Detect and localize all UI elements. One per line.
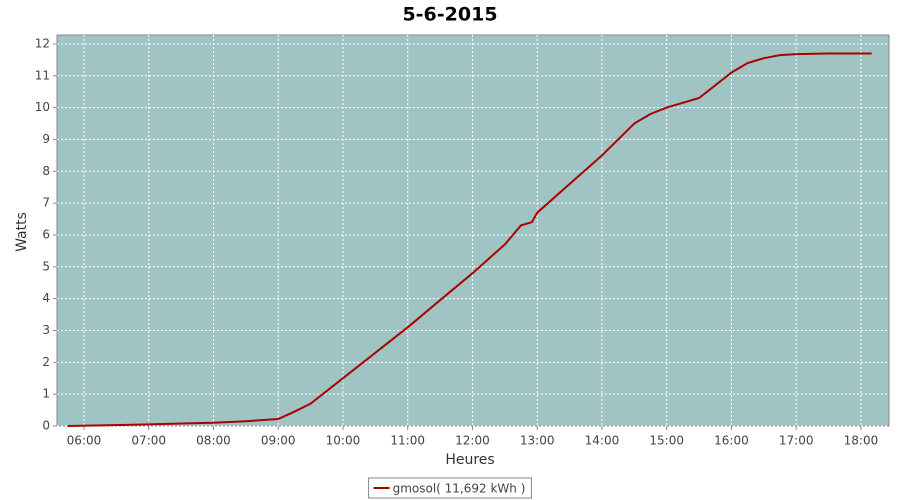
y-axis-label: Watts — [14, 212, 30, 252]
legend: gmosol( 11,692 kWh ) — [368, 477, 532, 499]
x-tick-label: 12:00 — [455, 434, 490, 448]
x-tick-label: 16:00 — [714, 434, 749, 448]
y-tick-label: 8 — [42, 164, 50, 178]
x-tick-label: 17:00 — [779, 434, 814, 448]
x-tick-label: 18:00 — [844, 434, 879, 448]
x-tick-label: 13:00 — [520, 434, 555, 448]
y-tick-label: 7 — [42, 196, 50, 210]
y-tick-label: 3 — [42, 323, 50, 337]
chart-title: 5-6-2015 — [402, 4, 497, 26]
legend-label: gmosol( 11,692 kWh ) — [393, 482, 526, 496]
x-tick-label: 14:00 — [585, 434, 620, 448]
y-tick-label: 9 — [42, 132, 50, 146]
data-line — [67, 52, 872, 427]
plot-area — [56, 34, 890, 427]
y-tick-label: 6 — [42, 227, 50, 241]
x-tick-label: 07:00 — [131, 434, 166, 448]
y-tick-label: 11 — [35, 68, 50, 82]
x-tick-label: 11:00 — [390, 434, 425, 448]
y-tick-label: 1 — [42, 387, 50, 401]
y-tick-label: 12 — [35, 36, 50, 50]
x-tick-label: 06:00 — [67, 434, 102, 448]
legend-box — [368, 477, 532, 499]
y-tick-label: 2 — [42, 355, 50, 369]
x-tick-label: 08:00 — [196, 434, 231, 448]
x-tick-label: 15:00 — [649, 434, 684, 448]
y-tick-label: 5 — [42, 259, 50, 273]
y-tick-label: 0 — [42, 419, 50, 433]
y-tick-label: 10 — [35, 100, 50, 114]
x-tick-label: 09:00 — [261, 434, 296, 448]
x-tick-label: 10:00 — [326, 434, 361, 448]
y-tick-label: 4 — [42, 291, 50, 305]
x-axis-label: Heures — [445, 452, 494, 468]
